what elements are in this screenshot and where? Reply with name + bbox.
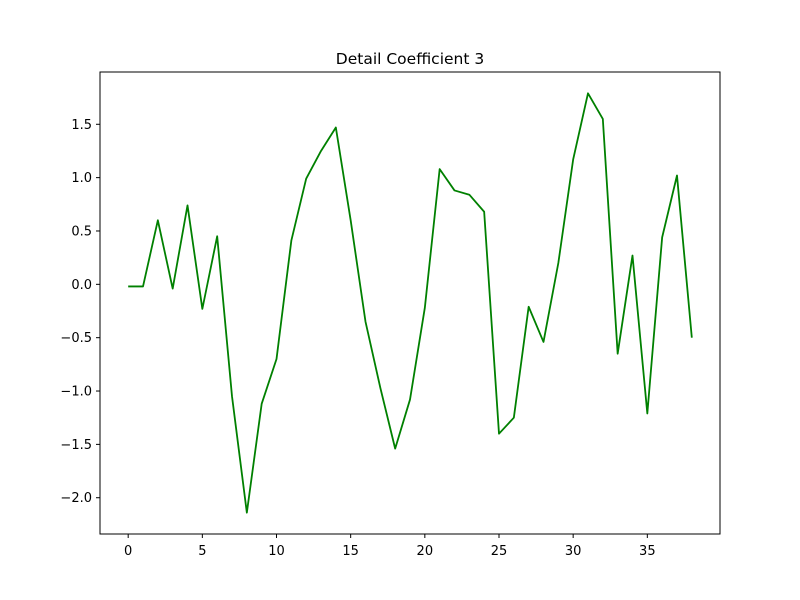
y-tick-label: 1.5 [71,118,92,133]
x-axis: 0 5 10 15 20 25 30 35 [124,534,656,559]
chart-title: Detail Coefficient 3 [336,50,484,68]
x-tick-label: 20 [417,544,434,559]
y-tick-label: −1.5 [60,438,92,453]
y-tick-label: 0.5 [71,224,92,239]
y-tick-label: 1.0 [71,171,92,186]
x-tick-label: 15 [342,544,359,559]
y-tick-label: −2.0 [60,491,92,506]
y-tick-label: −1.0 [60,385,92,400]
y-tick-label: −0.5 [60,331,92,346]
x-tick-label: 0 [124,544,132,559]
x-tick-label: 5 [198,544,206,559]
plot-frame [99,71,721,535]
y-axis: −2.0 −1.5 −1.0 −0.5 0.0 0.5 1.0 1.5 [60,118,100,506]
x-tick-label: 30 [565,544,582,559]
x-tick-label: 10 [268,544,285,559]
y-tick-label: 0.0 [71,278,92,293]
x-tick-label: 35 [639,544,656,559]
x-tick-label: 25 [491,544,508,559]
series-line [128,92,693,514]
